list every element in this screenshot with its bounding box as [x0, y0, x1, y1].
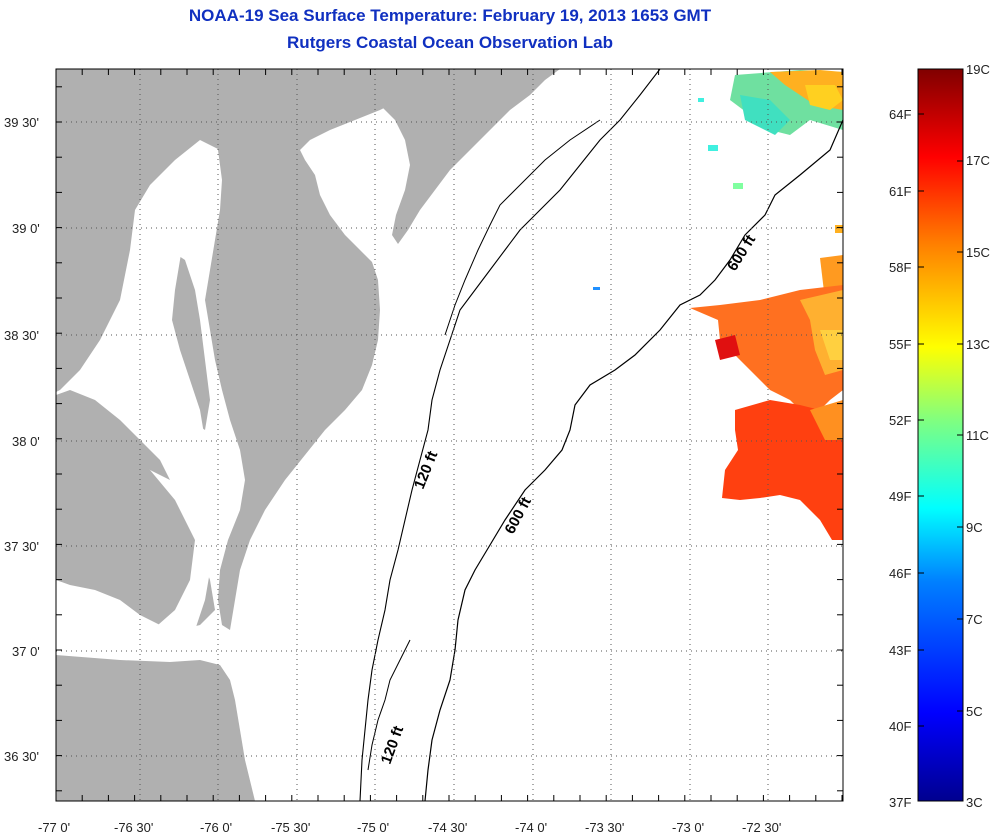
land-delmarva: [205, 69, 430, 630]
colorbar-fahrenheit-labels: 64F 61F 58F 55F 52F 49F 46F 43F 40F 37F: [889, 107, 911, 810]
map-subtitle: Rutgers Coastal Ocean Observation Lab: [287, 33, 613, 52]
f-label: 55F: [889, 337, 911, 352]
c-label: 7C: [966, 612, 983, 627]
sst-overlay: [593, 70, 843, 540]
c-label: 19C: [966, 62, 990, 77]
chesapeake-bay: [148, 185, 215, 640]
graticule: [56, 69, 843, 801]
land-virginia-beach: [56, 655, 255, 801]
f-label: 37F: [889, 795, 911, 810]
colorbar-celsius-labels: 19C 17C 15C 13C 11C 9C 7C 5C 3C: [966, 62, 990, 810]
f-label: 46F: [889, 566, 911, 581]
lon-label: -74 0': [515, 820, 547, 835]
f-label: 61F: [889, 184, 911, 199]
lon-label: -76 0': [200, 820, 232, 835]
lat-label: 38 30': [4, 328, 39, 343]
c-label: 9C: [966, 520, 983, 535]
land-western-shore: [56, 69, 400, 392]
c-label: 11C: [966, 428, 989, 443]
lon-label: -73 30': [585, 820, 624, 835]
colorbar-gradient: [917, 68, 964, 802]
lon-label: -77 0': [38, 820, 70, 835]
c-label: 5C: [966, 704, 983, 719]
lon-label: -72 30': [742, 820, 781, 835]
colorbar: 64F 61F 58F 55F 52F 49F 46F 43F 40F 37F …: [889, 62, 990, 810]
lon-label: -75 0': [357, 820, 389, 835]
map-area: 600 ft 600 ft 120 ft 120 ft: [56, 69, 843, 801]
f-label: 40F: [889, 719, 911, 734]
lat-label: 37 30': [4, 539, 39, 554]
land-western-mid: [165, 250, 210, 430]
lon-label: -76 30': [114, 820, 153, 835]
lat-label: 38 0': [12, 434, 40, 449]
lon-label: -73 0': [672, 820, 704, 835]
f-label: 43F: [889, 643, 911, 658]
axis-ticks: [55, 69, 843, 801]
c-label: 13C: [966, 337, 990, 352]
lat-label: 36 30': [4, 749, 39, 764]
c-label: 17C: [966, 153, 990, 168]
land-new-jersey: [370, 69, 560, 244]
lon-label: -75 30': [271, 820, 310, 835]
f-label: 58F: [889, 260, 911, 275]
lon-label: -74 30': [428, 820, 467, 835]
land-virginia: [56, 410, 215, 630]
lat-label: 37 0': [12, 644, 40, 659]
latitude-labels: 39 30' 39 0' 38 30' 38 0' 37 30' 37 0' 3…: [4, 115, 40, 764]
lat-label: 39 0': [12, 221, 40, 236]
f-label: 49F: [889, 489, 911, 504]
f-label: 52F: [889, 413, 911, 428]
c-label: 15C: [966, 245, 990, 260]
land-virginia-north-neck: [56, 390, 170, 480]
lat-label: 39 30': [4, 115, 39, 130]
longitude-labels: -77 0' -76 30' -76 0' -75 30' -75 0' -74…: [38, 820, 781, 835]
map-title: NOAA-19 Sea Surface Temperature: Februar…: [188, 6, 712, 25]
f-label: 64F: [889, 107, 911, 122]
c-label: 3C: [966, 795, 983, 810]
